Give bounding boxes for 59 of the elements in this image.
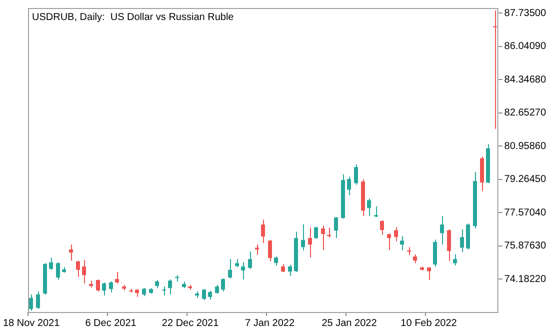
candlestick (460, 228, 464, 252)
candlestick (374, 206, 378, 218)
candlestick (69, 244, 73, 262)
candlestick (109, 280, 113, 293)
candlestick (162, 286, 166, 296)
candlestick (202, 288, 206, 301)
y-tick-label: 80.95860 (504, 140, 546, 152)
x-tick-label: 10 Feb 2022 (400, 318, 458, 329)
candlestick (82, 260, 86, 284)
candlestick (301, 224, 305, 251)
candlestick (387, 233, 391, 251)
y-tick-label: 84.34680 (504, 74, 546, 86)
candlestick (466, 223, 470, 250)
candlestick (261, 219, 265, 244)
candlestick (334, 216, 338, 239)
y-tick-label: 75.87630 (504, 240, 546, 252)
candlestick (168, 278, 172, 296)
candlestick (314, 226, 318, 240)
candlestick (400, 236, 404, 251)
candlestick (427, 266, 431, 281)
x-tick-label: 6 Dec 2021 (85, 318, 137, 329)
candlestick (493, 10, 497, 130)
y-tick-label: 77.57040 (504, 207, 546, 218)
candlestick (241, 262, 245, 280)
candlestick (228, 258, 232, 279)
y-tick-label: 82.65270 (504, 108, 546, 119)
y-tick-label: 86.04090 (504, 41, 546, 52)
chart-title: USDRUB, Daily: US Dollar vs Russian Ruble (32, 12, 234, 23)
candlestick (394, 226, 398, 242)
candlestick (288, 264, 292, 276)
candlestick (453, 254, 457, 266)
candlestick (433, 239, 437, 267)
candlestick (36, 290, 40, 310)
candlestick (102, 282, 106, 296)
candlestick (321, 225, 325, 251)
y-tick-label: 87.73500 (504, 8, 546, 19)
candlestick (440, 216, 444, 246)
y-tick-label: 74.18220 (504, 274, 546, 285)
candlestick (447, 228, 451, 262)
candlestick (49, 257, 53, 270)
x-tick-label: 18 Nov 2021 (2, 318, 60, 329)
candlestick (255, 244, 259, 256)
candlestick (367, 198, 371, 217)
candlestick (29, 294, 33, 312)
candlestick (56, 262, 60, 280)
y-tick-label: 79.26450 (504, 174, 546, 186)
candlestick (308, 227, 312, 258)
candlestick (354, 164, 358, 186)
candlestick (347, 176, 351, 196)
x-tick-label: 7 Jan 2022 (245, 318, 295, 329)
candlestick (76, 260, 80, 278)
x-tick-label: 22 Dec 2021 (162, 318, 220, 329)
candlestick (221, 278, 225, 292)
x-tick-label: 25 Jan 2022 (322, 318, 378, 329)
candlestick (96, 278, 100, 292)
candlestick (115, 271, 119, 284)
candlestick (380, 220, 384, 236)
candlestick (268, 240, 272, 262)
candlestick (248, 251, 252, 270)
